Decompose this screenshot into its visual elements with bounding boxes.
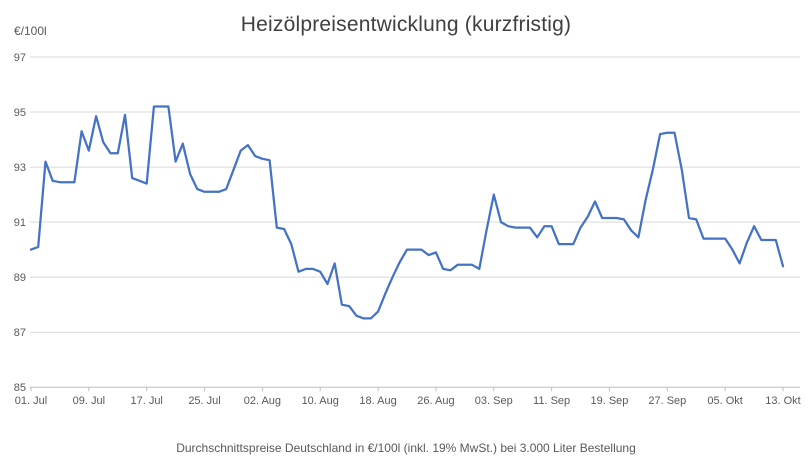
y-axis-tick-label: 85 xyxy=(14,382,26,394)
x-axis-tick-label: 26. Aug xyxy=(417,395,454,407)
x-axis-tick-label: 03. Sep xyxy=(475,395,513,407)
y-axis-tick-label: 89 xyxy=(14,272,26,284)
price-line-series xyxy=(29,105,785,320)
y-axis-tick-label: 93 xyxy=(14,162,26,174)
chart-footnote: Durchschnittspreise Deutschland in €/100… xyxy=(176,441,636,455)
x-axis-tick-label: 09. Jul xyxy=(73,395,105,407)
x-axis-tick-label: 17. Jul xyxy=(130,395,162,407)
x-axis-tick-label: 11. Sep xyxy=(533,395,570,407)
x-axis-tick-label: 25. Jul xyxy=(188,395,220,407)
y-axis-tick-label: 95 xyxy=(14,107,26,119)
y-axis-tick-label: 87 xyxy=(14,327,26,339)
y-axis-unit-label: €/100l xyxy=(14,24,47,38)
x-axis-tick-label: 19. Sep xyxy=(591,395,629,407)
x-axis-tick-label: 01. Jul xyxy=(15,395,47,407)
x-axis-tick-label: 13. Okt xyxy=(765,395,800,407)
y-axis-tick-label: 97 xyxy=(14,52,26,64)
x-axis-tick-label: 10. Aug xyxy=(302,395,339,407)
y-axis-tick-label: 91 xyxy=(14,217,26,229)
chart-title: Heizölpreisentwicklung (kurzfristig) xyxy=(240,13,572,36)
x-axis-tick-label: 27. Sep xyxy=(648,395,686,407)
x-axis-tick-label: 05. Okt xyxy=(707,395,742,407)
x-axis-tick-label: 02. Aug xyxy=(244,395,281,407)
x-axis-tick-label: 18. Aug xyxy=(359,395,396,407)
